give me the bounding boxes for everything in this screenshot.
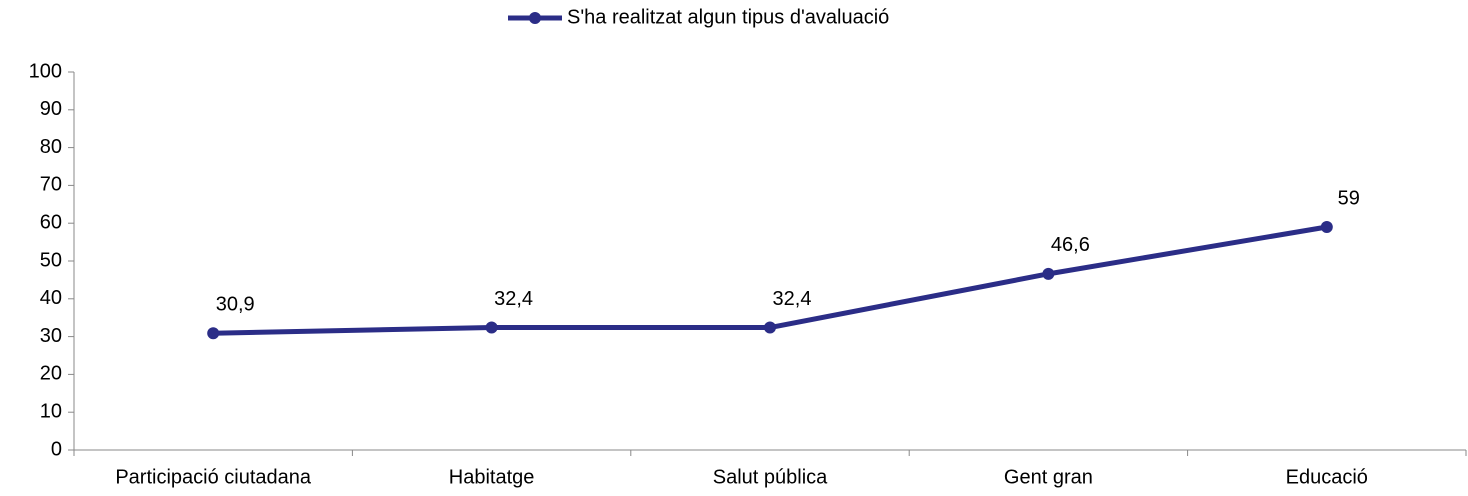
data-point	[207, 327, 220, 340]
y-tick-label: 50	[40, 249, 62, 271]
x-tick-label: Participació ciutadana	[115, 466, 312, 488]
y-tick-label: 10	[40, 400, 62, 422]
legend-marker	[529, 12, 541, 24]
data-label: 46,6	[1051, 234, 1090, 256]
y-tick-label: 60	[40, 211, 62, 233]
data-label: 59	[1338, 187, 1360, 209]
data-label: 30,9	[216, 293, 255, 315]
data-label: 32,4	[773, 288, 812, 310]
data-point	[1042, 267, 1055, 280]
y-tick-label: 100	[29, 60, 62, 82]
x-tick-label: Salut pública	[713, 466, 828, 488]
y-tick-label: 20	[40, 363, 62, 385]
data-point	[485, 321, 498, 334]
legend-label: S'ha realitzat algun tipus d'avaluació	[567, 6, 889, 28]
x-tick-label: Habitatge	[449, 466, 535, 488]
x-tick-label: Gent gran	[1004, 466, 1093, 488]
data-label: 32,4	[494, 288, 533, 310]
x-tick-label: Educació	[1286, 466, 1368, 488]
series-line	[213, 224, 1328, 336]
data-point	[764, 321, 776, 334]
y-tick-label: 90	[40, 98, 62, 120]
y-tick-label: 70	[40, 174, 62, 196]
y-tick-label: 80	[40, 136, 62, 158]
y-tick-label: 40	[40, 287, 62, 309]
y-tick-label: 0	[51, 438, 62, 460]
data-point	[1320, 220, 1333, 233]
y-tick-label: 30	[40, 325, 62, 347]
